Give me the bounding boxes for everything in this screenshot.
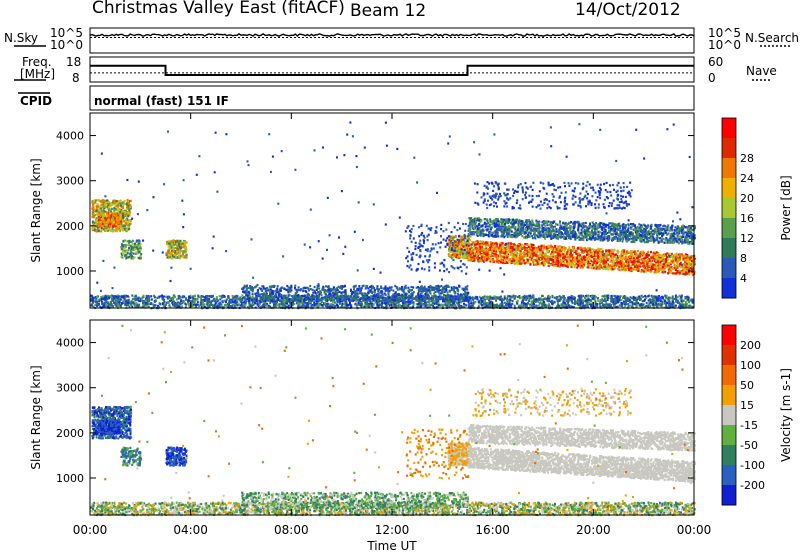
velocity-colorbar-tick: 100 bbox=[740, 359, 761, 372]
y-axis-title: Slant Range [km] bbox=[29, 365, 43, 469]
cpid-label: CPID bbox=[20, 94, 53, 108]
station-title: Christmas Valley East (fitACF) bbox=[92, 0, 345, 18]
velocity-colorbar-tick: 200 bbox=[740, 339, 761, 352]
power-panel-frame bbox=[89, 112, 695, 309]
cpid-strip-frame bbox=[89, 85, 695, 111]
nsky-label: N.Sky bbox=[4, 31, 39, 45]
power-colorbar-title: Power [dB] bbox=[779, 175, 793, 240]
nave-label: Nave bbox=[746, 64, 777, 78]
cpid-value: normal (fast) 151 IF bbox=[94, 94, 229, 108]
velocity-swatch bbox=[722, 485, 736, 506]
velocity-colorbar-title: Velocity [m s-1] bbox=[779, 368, 793, 462]
nsearch-scale-hi: 10^5 bbox=[708, 26, 741, 40]
velocity-colorbar-tick: -100 bbox=[740, 459, 765, 472]
nsky-scale-hi: 10^5 bbox=[50, 26, 83, 40]
power-colorbar-tick: 20 bbox=[740, 192, 754, 205]
power-colorbar-tick: 4 bbox=[740, 272, 747, 285]
power-colorbar-tick: 28 bbox=[740, 152, 754, 165]
freq-hi-tick: 18 bbox=[66, 55, 82, 69]
freq-series-line bbox=[90, 64, 694, 76]
velocity-panel-frame bbox=[89, 319, 695, 516]
power-swatch bbox=[722, 218, 736, 239]
y-tick-label: 3000 bbox=[56, 175, 84, 188]
freq-lo-tick: 8 bbox=[72, 71, 80, 85]
beam-label: Beam 12 bbox=[350, 1, 427, 21]
power-colorbar-tick: 24 bbox=[740, 172, 754, 185]
noise-strip-frame bbox=[89, 27, 695, 54]
x-axis-title: Time UT bbox=[366, 539, 417, 553]
velocity-swatch bbox=[722, 405, 736, 426]
x-tick-label: 12:00 bbox=[375, 523, 410, 537]
freq-unit-label: [MHz] bbox=[20, 67, 56, 81]
power-colorbar-tick: 12 bbox=[740, 232, 754, 245]
power-swatch bbox=[722, 258, 736, 279]
power-swatch bbox=[722, 118, 736, 139]
x-tick-label: 16:00 bbox=[475, 523, 510, 537]
velocity-colorbar-tick: -200 bbox=[740, 479, 765, 492]
power-swatch bbox=[722, 278, 736, 299]
y-tick-label: 2000 bbox=[56, 427, 84, 440]
nsearch-scale-lo: 10^0 bbox=[708, 38, 741, 52]
velocity-colorbar-tick: 50 bbox=[740, 379, 754, 392]
nsearch-label: N.Search bbox=[745, 31, 800, 45]
y-tick-label: 1000 bbox=[56, 472, 84, 485]
x-tick-label: 04:00 bbox=[173, 523, 208, 537]
velocity-colorbar-tick: -15 bbox=[740, 419, 758, 432]
y-tick-label: 4000 bbox=[56, 130, 84, 143]
nsky-series-line bbox=[89, 33, 695, 37]
nsky-scale-lo: 10^0 bbox=[50, 38, 83, 52]
power-swatch bbox=[722, 198, 736, 219]
power-colorbar-tick: 8 bbox=[740, 252, 747, 265]
freq-label: Freq. bbox=[22, 55, 52, 69]
x-tick-label: 08:00 bbox=[274, 523, 309, 537]
velocity-swatch bbox=[722, 465, 736, 486]
velocity-colorbar-tick: 15 bbox=[740, 399, 754, 412]
power-swatch bbox=[722, 178, 736, 199]
velocity-colorbar-tick: -50 bbox=[740, 439, 758, 452]
power-swatch bbox=[722, 138, 736, 159]
velocity-swatch bbox=[722, 345, 736, 366]
date-label: 14/Oct/2012 bbox=[575, 0, 681, 20]
y-tick-label: 1000 bbox=[56, 265, 84, 278]
x-tick-label: 00:00 bbox=[73, 523, 108, 537]
velocity-swatch bbox=[722, 445, 736, 466]
power-colorbar-tick: 16 bbox=[740, 212, 754, 225]
nave-hi-tick: 60 bbox=[708, 55, 724, 69]
power-swatch bbox=[722, 158, 736, 179]
y-tick-label: 2000 bbox=[56, 220, 84, 233]
velocity-swatch bbox=[722, 325, 736, 346]
x-tick-label: 20:00 bbox=[576, 523, 611, 537]
x-tick-label: 00:00 bbox=[677, 523, 712, 537]
y-tick-label: 3000 bbox=[56, 382, 84, 395]
power-swatch bbox=[722, 238, 736, 259]
nave-lo-tick: 0 bbox=[708, 71, 716, 85]
freq-strip-frame bbox=[89, 56, 695, 83]
velocity-swatch bbox=[722, 385, 736, 406]
velocity-swatch bbox=[722, 425, 736, 446]
velocity-swatch bbox=[722, 365, 736, 386]
y-tick-label: 4000 bbox=[56, 337, 84, 350]
y-axis-title: Slant Range [km] bbox=[29, 158, 43, 262]
